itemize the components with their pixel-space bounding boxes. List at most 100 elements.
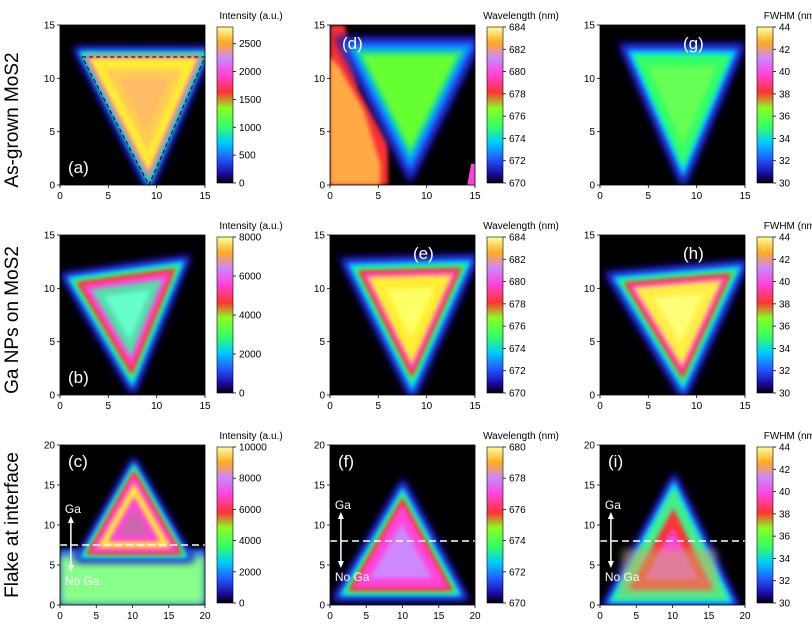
x-tick-label: 5 <box>646 191 652 202</box>
colorbar-tick-label: 680 <box>509 443 526 454</box>
y-tick-label: 20 <box>584 441 596 452</box>
colorbar-tick-label: 44 <box>779 23 791 34</box>
panel-label-b: (b) <box>68 368 89 387</box>
panel-f: Ga No Ga (f) 0 5 10 15 20 0 5 10 15 20 Wavelength (nm… <box>314 431 559 622</box>
y-tick-label: 10 <box>44 521 56 532</box>
y-tick-label: 15 <box>584 21 596 32</box>
x-tick-label: 15 <box>469 191 481 202</box>
colorbar-tick-label: 36 <box>779 532 791 543</box>
panel-a: (a) 0 5 10 15 0 5 10 15 Intensity (a.u.) 0 500 1000 1… <box>44 11 283 202</box>
colorbar-g <box>756 26 774 184</box>
colorbar-tick-label: 670 <box>509 179 526 190</box>
panel-g: (g) 0 5 10 15 0 5 10 15 FWHM (nm) 30 32 34 36 38 40 42 44 <box>584 11 812 202</box>
x-tick-label: 5 <box>633 611 639 622</box>
colorbar-tick-label: 34 <box>779 554 791 565</box>
y-tick-label: 15 <box>314 481 326 492</box>
colorbar-tick-label: 684 <box>509 233 526 244</box>
x-tick-label: 10 <box>127 611 139 622</box>
x-tick-label: 15 <box>703 611 715 622</box>
colorbar-tick-label: 672 <box>509 567 526 578</box>
annotation-no-ga: No Ga <box>65 574 100 588</box>
x-tick-label: 15 <box>739 401 751 412</box>
panel-label-h: (h) <box>683 244 704 263</box>
colorbar-b <box>216 236 234 394</box>
panel-label-i: (i) <box>608 452 623 471</box>
panel-label-c: (c) <box>68 452 88 471</box>
colorbar-tick-label: 2000 <box>239 350 262 361</box>
colorbar-tick-label: 680 <box>509 277 526 288</box>
panel-h: (h) 0 5 10 15 0 5 10 15 FWHM (nm) 30 32 34 36 38 40 42 44 <box>584 221 812 412</box>
x-tick-label: 10 <box>421 191 433 202</box>
colorbar-title-c: Intensity (a.u.) <box>219 431 282 442</box>
colorbar-tick-label: 10000 <box>239 443 267 454</box>
colorbar-tick-label: 42 <box>779 45 791 56</box>
y-tick-label: 15 <box>584 231 596 242</box>
annotation-no-ga: No Ga <box>335 570 370 584</box>
colorbar-tick-label: 8000 <box>239 474 262 485</box>
y-tick-label: 5 <box>589 127 595 138</box>
colorbar-tick-label: 44 <box>779 233 791 244</box>
x-tick-label: 0 <box>327 191 333 202</box>
x-tick-label: 10 <box>691 191 703 202</box>
arrow-up-icon <box>67 516 74 523</box>
colorbar-tick-label: 42 <box>779 255 791 266</box>
triangle-outline <box>81 56 206 187</box>
colorbar-title-a: Intensity (a.u.) <box>219 11 282 22</box>
colorbar-tick-label: 684 <box>509 23 526 34</box>
y-tick-label: 0 <box>49 601 55 612</box>
panel-label-a: (a) <box>68 158 89 177</box>
colorbar-tick-label: 676 <box>509 505 526 516</box>
colorbar-tick-label: 34 <box>779 134 791 145</box>
x-tick-label: 15 <box>433 611 445 622</box>
colorbar-tick-label: 678 <box>509 299 526 310</box>
colorbar-title-f: Wavelength (nm) <box>483 431 559 442</box>
row-label-as-grown: As-grown MoS2 <box>2 52 23 187</box>
colorbar-tick-label: 1500 <box>239 95 262 106</box>
colorbar-tick-label: 678 <box>509 474 526 485</box>
panel-label-e: (e) <box>413 244 434 263</box>
colorbar-tick-label: 2500 <box>239 39 262 50</box>
colorbar-e <box>486 236 504 394</box>
colorbar-tick-label: 678 <box>509 89 526 100</box>
x-tick-label: 0 <box>57 401 63 412</box>
y-tick-label: 5 <box>319 561 325 572</box>
colorbar-tick-label: 36 <box>779 112 791 123</box>
x-tick-label: 15 <box>163 611 175 622</box>
x-tick-label: 0 <box>57 191 63 202</box>
colorbar-title-e: Wavelength (nm) <box>483 221 559 232</box>
y-tick-label: 0 <box>319 601 325 612</box>
arrow-down-icon <box>67 565 74 572</box>
y-tick-label: 15 <box>584 481 596 492</box>
colorbar-tick-label: 40 <box>779 67 791 78</box>
colorbar-tick-label: 672 <box>509 366 526 377</box>
x-tick-label: 0 <box>597 611 603 622</box>
colorbar-tick-label: 674 <box>509 536 526 547</box>
y-tick-label: 20 <box>314 441 326 452</box>
colorbar-tick-label: 682 <box>509 255 526 266</box>
colorbar-tick-label: 4000 <box>239 536 262 547</box>
x-tick-label: 15 <box>199 401 211 412</box>
y-tick-label: 15 <box>314 21 326 32</box>
y-tick-label: 10 <box>584 521 596 532</box>
x-tick-label: 15 <box>469 401 481 412</box>
colorbar-tick-label: 8000 <box>239 233 262 244</box>
colorbar-tick-label: 1000 <box>239 123 262 134</box>
y-tick-label: 5 <box>319 337 325 348</box>
panel-e: (e) 0 5 10 15 0 5 10 15 Wavelength (nm) 670 672 674 6… <box>314 221 559 412</box>
colorbar-tick-label: 500 <box>239 151 256 162</box>
colorbar-title-i: FWHM (nm) <box>764 431 812 442</box>
panel-b: (b) 0 5 10 15 0 5 10 15 Intensity (a.u.) 0 2000 4000… <box>44 221 283 412</box>
colorbar-tick-label: 36 <box>779 322 791 333</box>
y-tick-label: 15 <box>44 21 56 32</box>
x-tick-label: 0 <box>597 401 603 412</box>
colorbar-tick-label: 670 <box>509 389 526 400</box>
y-tick-label: 15 <box>44 231 56 242</box>
x-tick-label: 10 <box>421 401 433 412</box>
panel-d: (d) 0 5 10 15 0 5 10 15 Wavelength (nm) 670 672 674 6… <box>314 11 559 202</box>
colorbar-tick-label: 676 <box>509 112 526 123</box>
colorbar-f <box>486 446 504 604</box>
x-tick-label: 5 <box>106 401 112 412</box>
colorbar-tick-label: 6000 <box>239 505 262 516</box>
x-tick-label: 20 <box>739 611 751 622</box>
